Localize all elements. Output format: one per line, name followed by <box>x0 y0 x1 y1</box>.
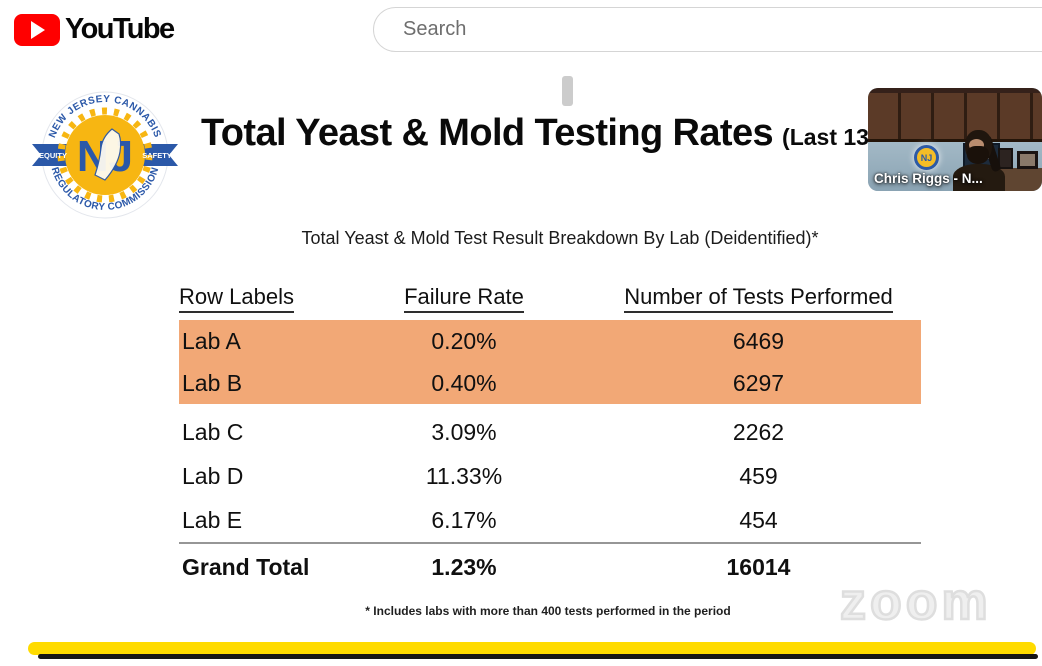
webcam-picture-frame <box>998 148 1013 169</box>
row-label: Lab B <box>182 369 243 396</box>
youtube-logo[interactable]: YouTube <box>14 13 175 46</box>
webcam-desk <box>994 168 1042 191</box>
tests-performed-value: 6297 <box>732 369 785 396</box>
column-header-row-labels: Row Labels <box>179 284 354 313</box>
slide-title-main: Total Yeast & Mold Testing Rates <box>201 112 774 154</box>
slide-bottom-black-line <box>38 654 1038 659</box>
failure-rate-value: 3.09% <box>431 418 497 445</box>
tests-performed-value: 459 <box>739 462 778 489</box>
youtube-wordmark: YouTube <box>65 13 175 45</box>
tests-performed-value: 6469 <box>732 327 785 354</box>
tests-performed-value: 2262 <box>732 418 785 445</box>
row-label: Grand Total <box>182 553 310 580</box>
table-header-row: Row Labels Failure Rate Number of Tests … <box>179 284 921 320</box>
zoom-watermark: zoom <box>839 573 992 631</box>
failure-rate-value: 0.20% <box>431 327 497 354</box>
youtube-play-badge <box>14 13 60 46</box>
slide-footnote: * Includes labs with more than 400 tests… <box>365 604 731 618</box>
column-header-failure-rate: Failure Rate <box>354 284 574 313</box>
row-label: Lab C <box>182 418 244 445</box>
webcam-picture-frame <box>1017 151 1038 169</box>
failure-rate-value: 6.17% <box>431 506 497 533</box>
table-row-lab-e: Lab E 6.17% 454 <box>179 498 921 542</box>
failure-rate-value: 0.40% <box>431 369 497 396</box>
table-row-lab-d: Lab D 11.33% 459 <box>179 454 921 498</box>
search-input[interactable] <box>403 18 703 41</box>
column-header-tests-performed: Number of Tests Performed <box>574 284 921 313</box>
webcam-speaker-name: Chris Riggs - N... <box>874 171 983 186</box>
failure-rate-table: Row Labels Failure Rate Number of Tests … <box>179 284 921 590</box>
tests-performed-value: 16014 <box>726 553 791 580</box>
tests-performed-value: 454 <box>739 506 778 533</box>
slide-bottom-yellow-bar <box>28 642 1036 655</box>
failure-rate-value: 11.33% <box>425 462 503 489</box>
slide-title: Total Yeast & Mold Testing Rates (Last 1… <box>201 112 965 155</box>
slide-subtitle: Total Yeast & Mold Test Result Breakdown… <box>301 228 819 248</box>
njcrc-seal-logo: NJ NEW JERSEY CANNABIS REGULATORY COMMIS… <box>32 91 178 219</box>
seal-sun-rays <box>57 107 153 203</box>
webcam-thumbnail: NJ Chris Riggs - N... <box>868 88 1042 191</box>
webcam-cabinets <box>868 88 1042 142</box>
row-label: Lab E <box>182 506 243 533</box>
search-bar[interactable] <box>373 7 1042 52</box>
table-row-grand-total: Grand Total 1.23% 16014 <box>179 544 921 590</box>
seal-banner-equity: EQUITY <box>39 151 67 160</box>
nj-state-silhouette <box>94 128 122 181</box>
play-icon <box>31 20 45 39</box>
grand-total-divider <box>179 542 921 544</box>
table-row-lab-a: Lab A 0.20% 6469 <box>179 320 921 362</box>
row-label: Lab A <box>182 327 241 354</box>
failure-rate-value: 1.23% <box>431 553 497 580</box>
seal-banner-safety: SAFETY <box>142 151 172 160</box>
table-row-lab-c: Lab C 3.09% 2262 <box>179 410 921 454</box>
video-player[interactable]: NJ NEW JERSEY CANNABIS REGULATORY COMMIS… <box>0 66 1042 666</box>
table-row-lab-b: Lab B 0.40% 6297 <box>179 362 921 404</box>
webcam-nj-logo-watermark: NJ <box>914 145 939 170</box>
video-artifact-smudge <box>562 76 573 106</box>
webcam-person-beard <box>967 146 989 164</box>
highlighted-rows-block: Lab A 0.20% 6469 Lab B 0.40% 6297 <box>179 320 921 404</box>
row-label: Lab D <box>182 462 244 489</box>
